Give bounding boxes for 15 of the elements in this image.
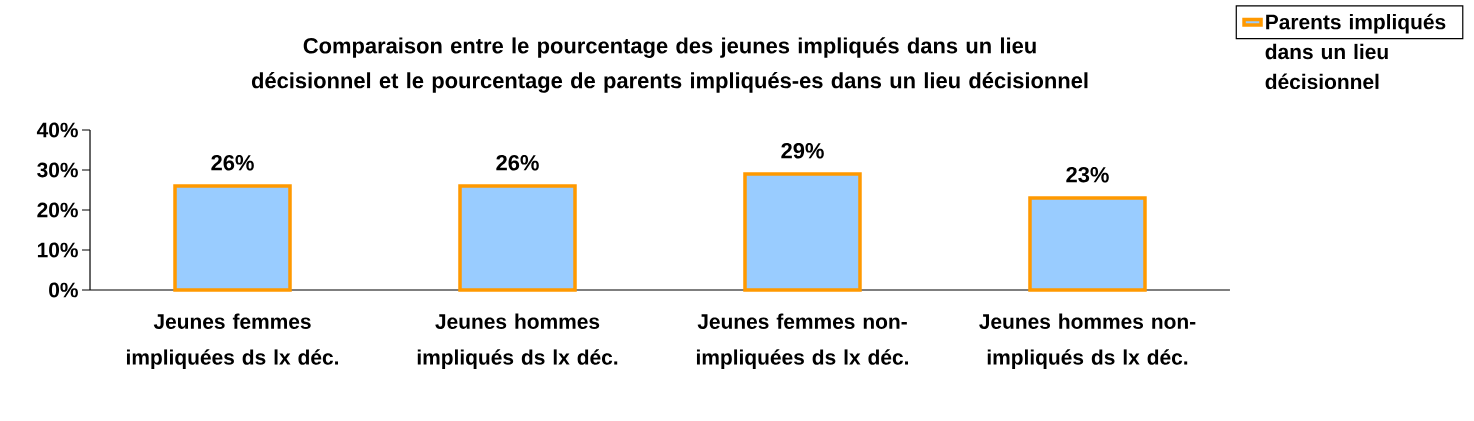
legend-label: Parents impliqués dans un lieu décisionnel [1265,13,1446,90]
y-tick-label: 0% [49,282,78,298]
data-label: 23% [1066,166,1109,183]
y-tick-label: 30% [37,162,78,178]
data-label: 29% [781,142,824,159]
x-tick-label: Jeunes hommes impliqués ds lx déc. [417,313,618,369]
chart-title: Comparaison entre le pourcentage des jeunes impliqués dans un lieu décisionnel et le pourcentage de parents impliqués-es dans un lieu décisionnel [251,37,1088,93]
y-tick-label: 20% [37,202,78,218]
y-tick-label: 40% [36,122,78,138]
x-tick-label: Jeunes hommes non-impliqués ds lx déc. [979,313,1196,369]
data-label: 26% [211,154,254,171]
y-tick-label: 10% [37,242,78,258]
data-label: 26% [496,154,539,171]
x-tick-label: Jeunes femmes impliquées ds lx déc. [126,313,339,369]
x-tick-label: Jeunes femmes non- impliquées ds lx déc. [696,313,908,369]
